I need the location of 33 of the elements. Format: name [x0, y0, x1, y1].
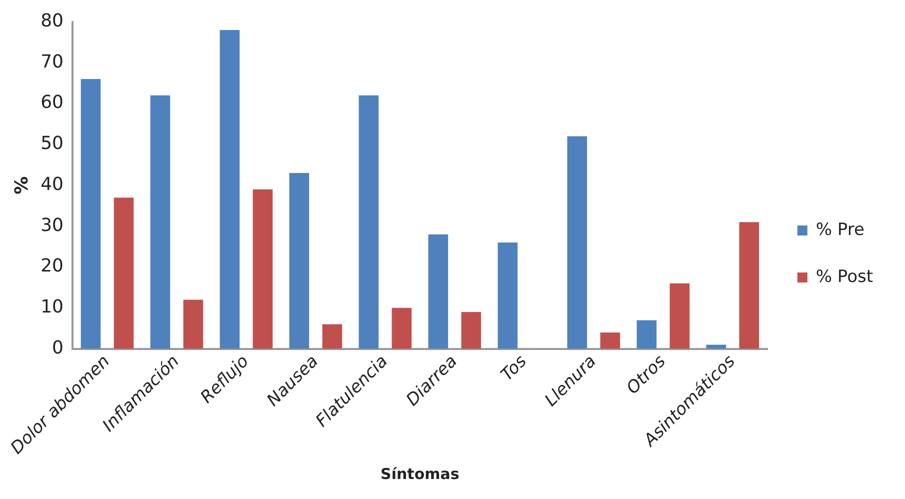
bar	[80, 79, 101, 349]
y-tick-label: 50	[40, 133, 64, 154]
x-tick-label: Tos	[497, 351, 531, 386]
bar	[600, 332, 620, 349]
bar	[636, 320, 657, 349]
bar	[498, 242, 518, 349]
bar	[322, 324, 342, 349]
y-axis-title: %	[11, 176, 32, 194]
y-tick-label: 20	[40, 256, 64, 277]
bar	[706, 344, 726, 349]
y-tick-label: 40	[40, 174, 64, 195]
bar	[739, 222, 760, 349]
y-tick-label: 10	[40, 296, 64, 318]
y-tick-label: 60	[40, 92, 64, 114]
bar	[150, 95, 170, 349]
bar	[358, 95, 379, 349]
bar	[220, 30, 240, 349]
legend-label: % Pre	[816, 220, 864, 240]
y-tick-label: 70	[40, 51, 64, 72]
bar	[392, 308, 412, 349]
y-tick-label: 30	[40, 214, 64, 236]
bar	[289, 173, 310, 349]
bar	[428, 234, 448, 349]
x-axis-title: Síntomas	[380, 464, 460, 483]
y-tick-label: 80	[40, 10, 64, 32]
legend-label: % Post	[816, 266, 874, 287]
bar	[567, 136, 588, 349]
bar	[461, 312, 482, 349]
y-tick-label: 0	[52, 337, 64, 358]
bar	[252, 189, 273, 349]
bar	[670, 283, 690, 349]
bar	[114, 198, 134, 349]
bar	[183, 300, 204, 349]
